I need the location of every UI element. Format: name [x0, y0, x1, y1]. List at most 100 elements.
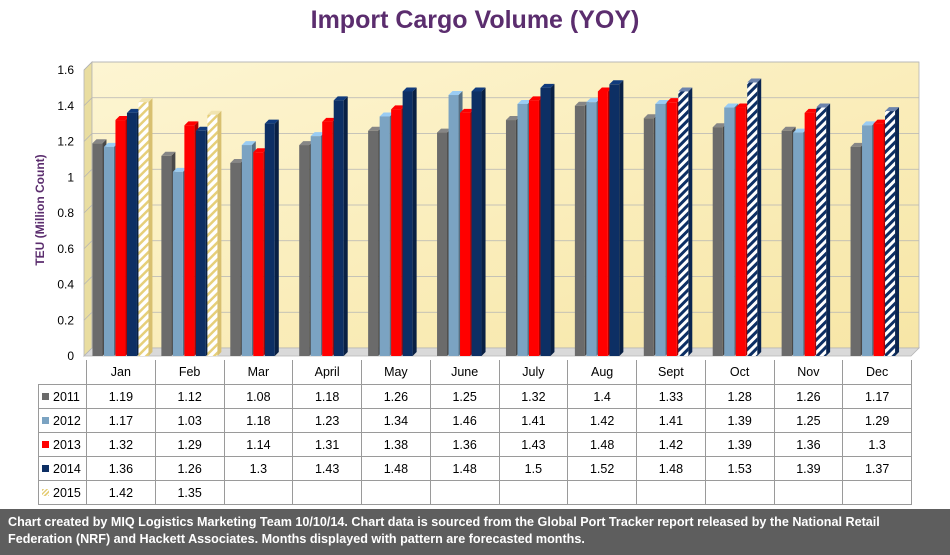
x-tick-label: Sept [636, 360, 706, 385]
bar [747, 78, 762, 356]
y-tick-label: 1.2 [57, 135, 74, 149]
table-cell: 1.14 [223, 432, 294, 457]
table-cell: 1.43 [292, 456, 362, 481]
chart-title: Import Cargo Volume (YOY) [310, 6, 640, 34]
legend-entry: 2011 [38, 384, 87, 409]
table-cell [773, 480, 844, 505]
legend-label: 2012 [53, 413, 81, 428]
table-cell: 1.32 [498, 384, 569, 409]
gridlines [83, 61, 919, 321]
table-cell [361, 480, 431, 505]
table-corner [39, 360, 87, 385]
bar [678, 87, 693, 356]
legend-entry: 2012 [38, 408, 87, 433]
table-cell: 1.35 [154, 480, 225, 505]
table-cell [498, 480, 569, 505]
y-tick-label: 1.4 [57, 99, 74, 113]
gridline [83, 168, 919, 178]
table-cell: 1.08 [223, 384, 294, 409]
table-cell: 1.48 [636, 456, 706, 481]
table-row: 2015 1.42 1.35 [38, 480, 912, 505]
x-tick-label: June [429, 360, 500, 385]
bar-chart: 0 0.2 0.4 0.6 0.8 1 1.2 1.4 1.6 TEU (Million Cou… [33, 61, 920, 360]
table-row: 2012 1.17 1.03 1.18 1.23 1.34 1.46 1.41 1.42 1.41… [38, 408, 912, 433]
bars [92, 78, 900, 357]
legend-swatch-icon [42, 488, 49, 496]
table-cell: 1.38 [361, 432, 431, 457]
table-cell: 1.19 [86, 384, 156, 409]
legend-swatch-icon [42, 464, 49, 472]
y-tick-label: 1 [67, 170, 74, 184]
table-cell: 1.28 [704, 384, 775, 409]
x-tick-label: Mar [223, 360, 294, 385]
table-cell: 1.26 [154, 456, 225, 481]
legend-label: 2013 [53, 437, 81, 452]
table-cell [704, 480, 775, 505]
table-cell: 1.46 [429, 408, 500, 433]
table-cell: 1.18 [223, 408, 294, 433]
table-cell: 1.17 [86, 408, 156, 433]
table-cell: 1.31 [292, 432, 362, 457]
x-tick-label: Nov [773, 360, 844, 385]
table-cell: 1.25 [773, 408, 844, 433]
table-row: 2011 1.19 1.12 1.08 1.18 1.26 1.25 1.32 1.4 1.33 1… [38, 384, 912, 409]
table-cell [292, 480, 362, 505]
legend-swatch-icon [42, 392, 49, 400]
gridline [83, 133, 919, 142]
x-tick-label: May [361, 360, 431, 385]
floor [83, 347, 920, 357]
table-cell: 1.42 [567, 408, 637, 433]
table-cell: 1.41 [498, 408, 569, 433]
gridline [83, 240, 919, 250]
bar [540, 83, 555, 356]
y-axis-label: TEU (Million Count) [33, 154, 47, 265]
table-cell: 1.39 [704, 408, 775, 433]
data-table: Jan Feb Mar April May June July Aug Sept Oct Nov De… [38, 360, 912, 505]
table-row: 2014 1.36 1.26 1.3 1.43 1.48 1.48 1.5 1.52 1.48 1.… [38, 456, 912, 481]
legend-entry: 2013 [38, 432, 87, 457]
table-cell: 1.42 [636, 432, 706, 457]
y-tick-label: 0.4 [57, 278, 74, 292]
table-cell: 1.42 [86, 480, 156, 505]
legend-entry: 2014 [38, 456, 87, 481]
y-tick-label: 1.6 [57, 63, 74, 77]
table-cell: 1.5 [498, 456, 569, 481]
table-cell: 1.39 [773, 456, 844, 481]
source-note: Chart created by MIQ Logistics Marketing… [0, 509, 950, 555]
table-cell [429, 480, 500, 505]
table-cell: 1.32 [86, 432, 156, 457]
table-cell: 1.29 [154, 432, 225, 457]
table-cell: 1.36 [773, 432, 844, 457]
bar [609, 80, 624, 357]
bar [885, 107, 900, 356]
table-cell: 1.4 [567, 384, 637, 409]
gridline [83, 276, 919, 285]
table-cell: 1.12 [154, 384, 225, 409]
table-cell: 1.36 [429, 432, 500, 457]
x-tick-label: July [498, 360, 569, 385]
table-cell: 1.23 [292, 408, 362, 433]
bar [471, 87, 486, 356]
table-cell [223, 480, 294, 505]
y-tick-label: 0.2 [57, 313, 74, 327]
legend-swatch-icon [42, 440, 49, 448]
y-tick-label: 0.8 [57, 206, 74, 220]
table-cell: 1.34 [361, 408, 431, 433]
gridline [83, 97, 919, 107]
table-cell: 1.17 [842, 384, 912, 409]
gridline [83, 61, 919, 71]
x-tick-label: April [292, 360, 362, 385]
legend-label: 2011 [53, 389, 80, 404]
table-cell: 1.48 [361, 456, 431, 481]
y-tick-label: 0.6 [57, 242, 74, 256]
table-cell: 1.52 [567, 456, 637, 481]
table-cell: 1.26 [361, 384, 431, 409]
bar [402, 87, 417, 356]
bar [207, 110, 222, 356]
table-cell: 1.53 [704, 456, 775, 481]
table-cell: 1.37 [842, 456, 912, 481]
table-cell: 1.41 [636, 408, 706, 433]
bar [333, 96, 348, 356]
table-cell: 1.29 [842, 408, 912, 433]
table-cell: 1.18 [292, 384, 362, 409]
